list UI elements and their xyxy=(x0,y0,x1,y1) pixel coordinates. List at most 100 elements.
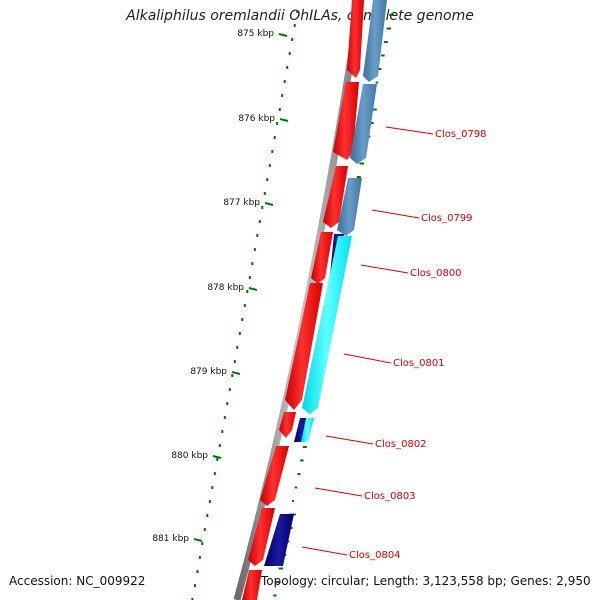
gc-dot xyxy=(261,206,264,209)
feature-forward xyxy=(248,508,275,566)
gene-leader-line xyxy=(314,487,363,497)
scale-label: 875 kbp xyxy=(237,29,274,39)
gc-dot xyxy=(283,80,286,83)
gc-dot xyxy=(221,430,224,433)
gene-label: Clos_0801 xyxy=(393,358,445,369)
gc-dot xyxy=(218,444,221,447)
gc-dot xyxy=(233,360,236,363)
gene-label: Clos_0803 xyxy=(364,491,416,502)
scale-ticks: 875 kbp 876 kbp 877 kbp 878 kbp 879 kbp 880 k… xyxy=(152,29,289,544)
gc-dot xyxy=(236,346,239,349)
gc-dot xyxy=(356,176,361,178)
scale-tick xyxy=(278,33,288,37)
gc-dot xyxy=(378,68,382,70)
feature-reverse xyxy=(302,236,352,414)
gc-dot xyxy=(278,567,283,570)
gc-dot xyxy=(266,178,269,181)
gc-dot xyxy=(201,542,204,545)
gc-dot xyxy=(203,528,206,531)
reverse-features xyxy=(264,0,387,566)
feature-forward xyxy=(242,570,262,600)
scale-tick xyxy=(231,371,241,375)
gc-dot xyxy=(375,81,379,84)
gene-leader-line xyxy=(301,546,348,556)
gc-dot xyxy=(359,162,364,165)
gc-dot xyxy=(191,598,194,600)
scale-label: 877 kbp xyxy=(223,198,260,208)
gc-dot xyxy=(231,374,234,377)
gc-dot xyxy=(389,14,395,16)
gene-leader-line xyxy=(371,209,420,219)
gene-leader-line xyxy=(325,435,374,445)
gene-label: Clos_0798 xyxy=(435,129,487,140)
gc-dot xyxy=(386,27,391,30)
gc-dot xyxy=(248,276,251,279)
gene-leader-line xyxy=(343,353,392,364)
gc-dot xyxy=(228,388,231,391)
gc-dot xyxy=(198,556,201,559)
scale-label: 881 kbp xyxy=(152,534,189,544)
feature-forward xyxy=(279,412,296,438)
gene-label: Clos_0800 xyxy=(410,268,462,279)
gc-dot xyxy=(196,570,199,573)
feature-forward xyxy=(323,166,348,228)
gc-dot xyxy=(297,473,301,475)
gc-dot xyxy=(271,150,274,153)
backbone xyxy=(233,0,364,600)
forward-features xyxy=(242,0,364,600)
gc-dot xyxy=(193,584,196,587)
gc-dot xyxy=(243,304,246,307)
feature-reverse xyxy=(350,84,377,164)
feature-forward xyxy=(285,283,323,410)
scale-tick xyxy=(264,202,274,206)
gc-dot xyxy=(256,234,259,237)
gc-dot xyxy=(292,500,294,502)
gc-dot xyxy=(206,514,209,517)
gc-dot xyxy=(258,220,261,223)
gc-dot xyxy=(275,581,280,583)
gene-label: Clos_0799 xyxy=(421,213,473,224)
gc-dot xyxy=(288,52,291,55)
gc-dot xyxy=(223,416,226,419)
gc-dot xyxy=(208,500,211,503)
gc-dot xyxy=(296,10,299,13)
gc-dot xyxy=(278,108,281,111)
feature-reverse xyxy=(264,514,294,566)
gc-dot xyxy=(238,332,241,335)
gc-dot xyxy=(211,486,214,489)
map-title: Alkaliphilus oremlandii OhILAs, complete… xyxy=(126,8,474,24)
gc-dot xyxy=(251,262,254,265)
gc-dot xyxy=(213,472,216,475)
gc-dot xyxy=(273,594,277,597)
scale-label: 878 kbp xyxy=(207,283,244,293)
gc-dot xyxy=(226,402,229,405)
scale-tick xyxy=(279,118,289,122)
gc-dot xyxy=(276,122,279,125)
scale-label: 880 kbp xyxy=(171,451,208,461)
feature-reverse xyxy=(294,418,308,442)
scale-tick xyxy=(212,455,222,459)
feature-reverse xyxy=(363,0,387,82)
gene-leader-line xyxy=(360,264,409,274)
gc-dot xyxy=(268,164,271,167)
feature-reverse xyxy=(301,418,314,442)
gc-dot xyxy=(241,318,244,321)
accession-text: Accession: NC_009922 xyxy=(9,574,146,588)
gc-dot xyxy=(216,458,219,461)
feature-forward xyxy=(347,0,364,78)
gc-dot xyxy=(281,94,284,97)
gc-dot xyxy=(383,41,388,43)
gene-label: Clos_0804 xyxy=(349,550,401,561)
gc-dot xyxy=(273,136,276,139)
gc-skew-outer xyxy=(191,10,299,600)
gc-dot xyxy=(291,38,294,41)
scale-label: 876 kbp xyxy=(238,114,275,124)
feature-forward xyxy=(311,232,333,284)
gc-dot xyxy=(381,54,385,57)
gc-dot xyxy=(302,446,307,448)
gene-label: Clos_0802 xyxy=(375,439,427,450)
scale-tick xyxy=(248,287,258,291)
summary-text: Topology: circular; Length: 3,123,558 bp… xyxy=(261,574,591,588)
gc-dot xyxy=(253,248,256,251)
